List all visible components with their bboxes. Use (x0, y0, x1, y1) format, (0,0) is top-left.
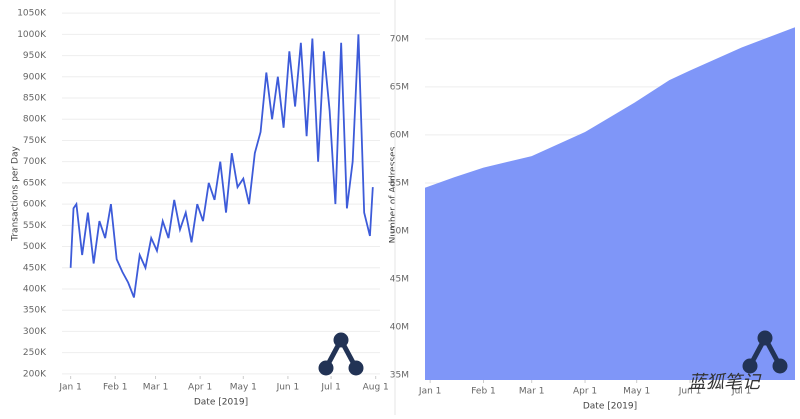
y-axis-title: Transactions per Day (11, 146, 21, 242)
y-tick-label: 550K (23, 221, 47, 231)
y-tick-label: 800K (23, 115, 47, 125)
y-tick-label: 60M (390, 130, 409, 140)
y-tick-label: 40M (390, 323, 409, 333)
logo (318, 330, 788, 376)
line-series (69, 34, 374, 298)
x-tick-label: Apr 1 (188, 383, 212, 393)
x-tick-label: Apr 1 (573, 387, 597, 397)
x-tick-label: Mar 1 (519, 387, 545, 397)
y-tick-label: 70M (390, 34, 409, 44)
x-tick-label: Jul 1 (320, 383, 340, 393)
y-tick-label: 55M (390, 178, 409, 188)
y-tick-label: 250K (23, 348, 47, 358)
y-tick-label: 200K (23, 369, 47, 379)
y-tick-label: 450K (23, 263, 47, 273)
y-tick-label: 35M (390, 371, 409, 381)
x-tick-label: Jun 1 (276, 383, 300, 393)
y-tick-label: 500K (23, 242, 47, 252)
x-axis-title: Date [2019] (583, 402, 637, 412)
y-tick-label: 65M (390, 82, 409, 92)
x-tick-label: Jul 1 (731, 387, 751, 397)
watermark: 蓝狐笔记 (688, 372, 762, 393)
y-tick-label: 600K (23, 200, 47, 210)
y-tick-label: 1000K (17, 30, 47, 40)
x-tick-label: May 1 (230, 383, 257, 393)
x-axis-title: Date [2019] (194, 398, 248, 408)
y-tick-label: 850K (23, 94, 47, 104)
y-axis-title: Number of Addresses (389, 146, 399, 243)
x-tick-label: Jan 1 (58, 383, 81, 393)
y-tick-label: 45M (390, 275, 409, 285)
x-tick-label: May 1 (623, 387, 650, 397)
y-tick-label: 300K (23, 327, 47, 337)
y-tick-label: 1050K (17, 9, 47, 19)
y-tick-label: 350K (23, 306, 47, 316)
y-tick-label: 50M (390, 227, 409, 237)
x-tick-label: Feb 1 (471, 387, 496, 397)
y-tick-label: 650K (23, 178, 47, 188)
y-tick-label: 700K (23, 157, 47, 167)
y-tick-label: 900K (23, 72, 47, 82)
chart-panel: 35M 40M 45M 50M 55M 60M 65M 70M Jan 1 Feb 1 Mar 1 A… (389, 27, 795, 412)
x-tick-label: Aug 1 (363, 383, 389, 393)
x-tick-label: Mar 1 (143, 383, 169, 393)
x-tick-label: Jan 1 (418, 387, 441, 397)
y-tick-label: 400K (23, 284, 47, 294)
y-tick-label: 950K (23, 51, 47, 61)
area-series (425, 27, 795, 380)
x-tick-label: Feb 1 (103, 383, 128, 393)
y-tick-label: 750K (23, 136, 47, 146)
x-tick-label: Jun 1 (678, 387, 702, 397)
chart-panel: 200K 250K 300K 350K 400K 450K 500K 550K 600K 650K… (11, 9, 389, 408)
